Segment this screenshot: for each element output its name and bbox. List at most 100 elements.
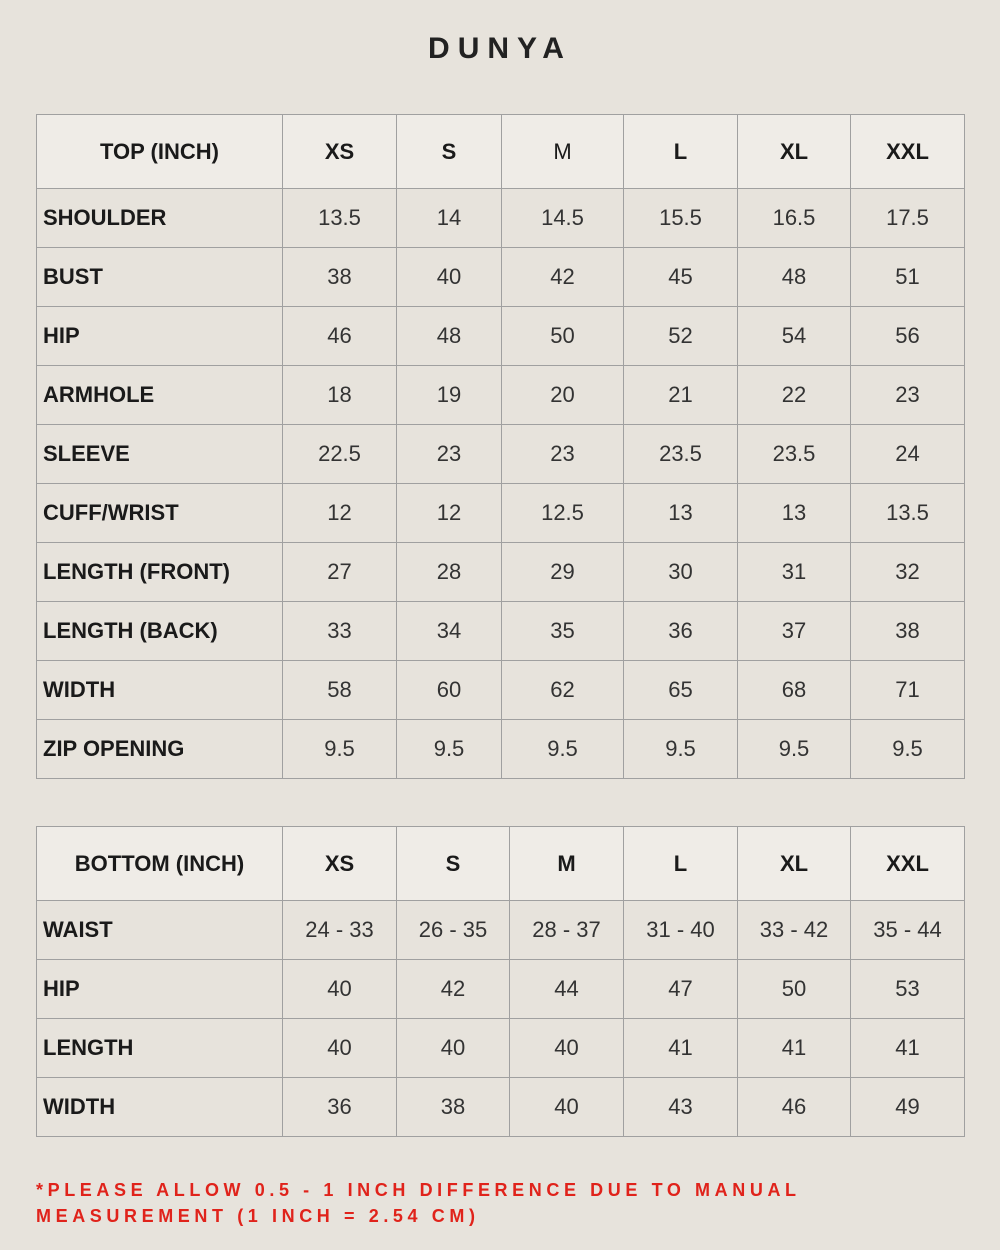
- value-cell: 12: [396, 483, 502, 543]
- value-cell: 40: [282, 1018, 397, 1078]
- value-cell: 48: [396, 306, 502, 366]
- value-cell: 24: [850, 424, 965, 484]
- value-cell: 9.5: [501, 719, 624, 779]
- value-cell: 35 - 44: [850, 900, 965, 960]
- value-cell: 9.5: [737, 719, 851, 779]
- note-line: MEASUREMENT (1 INCH = 2.54 CM): [36, 1206, 480, 1226]
- value-cell: 26 - 35: [396, 900, 510, 960]
- value-cell: 41: [737, 1018, 851, 1078]
- value-cell: 17.5: [850, 188, 965, 248]
- value-cell: 53: [850, 959, 965, 1019]
- value-cell: 42: [501, 247, 624, 307]
- row-label: HIP: [36, 959, 283, 1019]
- value-cell: 46: [737, 1077, 851, 1137]
- value-cell: 9.5: [396, 719, 502, 779]
- size-row: HIP 40 42 44 47 50 53: [36, 959, 965, 1019]
- value-cell: 24 - 33: [282, 900, 397, 960]
- value-cell: 41: [623, 1018, 738, 1078]
- value-cell: 48: [737, 247, 851, 307]
- row-label: WAIST: [36, 900, 283, 960]
- value-cell: 71: [850, 660, 965, 720]
- value-cell: 14.5: [501, 188, 624, 248]
- value-cell: 9.5: [282, 719, 397, 779]
- value-cell: 33 - 42: [737, 900, 851, 960]
- value-cell: 60: [396, 660, 502, 720]
- value-cell: 22: [737, 365, 851, 425]
- header-cell: M: [509, 826, 624, 901]
- value-cell: 43: [623, 1077, 738, 1137]
- header-cell: S: [396, 114, 502, 189]
- value-cell: 65: [623, 660, 738, 720]
- value-cell: 40: [282, 959, 397, 1019]
- value-cell: 9.5: [623, 719, 738, 779]
- header-cell: XXL: [850, 826, 965, 901]
- value-cell: 22.5: [282, 424, 397, 484]
- value-cell: 12.5: [501, 483, 624, 543]
- value-cell: 68: [737, 660, 851, 720]
- value-cell: 38: [282, 247, 397, 307]
- row-label: LENGTH (FRONT): [36, 542, 283, 602]
- value-cell: 27: [282, 542, 397, 602]
- value-cell: 40: [509, 1018, 624, 1078]
- brand-title: DUNYA: [428, 32, 572, 65]
- value-cell: 18: [282, 365, 397, 425]
- size-row: ZIP OPENING 9.5 9.5 9.5 9.5 9.5 9.5: [36, 719, 965, 779]
- value-cell: 28: [396, 542, 502, 602]
- value-cell: 23: [501, 424, 624, 484]
- header-cell: XL: [737, 114, 851, 189]
- size-row: ARMHOLE 18 19 20 21 22 23: [36, 365, 965, 425]
- row-label: LENGTH (BACK): [36, 601, 283, 661]
- size-row: LENGTH (FRONT) 27 28 29 30 31 32: [36, 542, 965, 602]
- row-label: CUFF/WRIST: [36, 483, 283, 543]
- row-label: ARMHOLE: [36, 365, 283, 425]
- value-cell: 23.5: [737, 424, 851, 484]
- value-cell: 42: [396, 959, 510, 1019]
- row-label: BUST: [36, 247, 283, 307]
- header-cell: XXL: [850, 114, 965, 189]
- value-cell: 58: [282, 660, 397, 720]
- value-cell: 40: [396, 247, 502, 307]
- note-line: *PLEASE ALLOW 0.5 - 1 INCH DIFFERENCE DU…: [36, 1180, 801, 1200]
- row-label: SHOULDER: [36, 188, 283, 248]
- value-cell: 31 - 40: [623, 900, 738, 960]
- value-cell: 40: [396, 1018, 510, 1078]
- value-cell: 38: [396, 1077, 510, 1137]
- value-cell: 13.5: [850, 483, 965, 543]
- header-row: BOTTOM (INCH) XS S M L XL XXL: [36, 826, 965, 901]
- row-label: ZIP OPENING: [36, 719, 283, 779]
- value-cell: 23: [396, 424, 502, 484]
- value-cell: 15.5: [623, 188, 738, 248]
- value-cell: 41: [850, 1018, 965, 1078]
- value-cell: 40: [509, 1077, 624, 1137]
- size-row: BUST 38 40 42 45 48 51: [36, 247, 965, 307]
- value-cell: 34: [396, 601, 502, 661]
- header-cell: L: [623, 114, 738, 189]
- value-cell: 33: [282, 601, 397, 661]
- header-cell: L: [623, 826, 738, 901]
- value-cell: 47: [623, 959, 738, 1019]
- value-cell: 14: [396, 188, 502, 248]
- header-cell: XS: [282, 114, 397, 189]
- header-cell: TOP (INCH): [36, 114, 283, 189]
- header-cell: M: [501, 114, 624, 189]
- size-row: WAIST 24 - 33 26 - 35 28 - 37 31 - 40 33 - 42…: [36, 900, 965, 960]
- header-cell: BOTTOM (INCH): [36, 826, 283, 901]
- value-cell: 21: [623, 365, 738, 425]
- size-row: WIDTH 36 38 40 43 46 49: [36, 1077, 965, 1137]
- value-cell: 13.5: [282, 188, 397, 248]
- value-cell: 23: [850, 365, 965, 425]
- value-cell: 44: [509, 959, 624, 1019]
- header-row: TOP (INCH) XS S M L XL XXL: [36, 114, 965, 189]
- size-row: WIDTH 58 60 62 65 68 71: [36, 660, 965, 720]
- value-cell: 51: [850, 247, 965, 307]
- value-cell: 62: [501, 660, 624, 720]
- size-row: LENGTH 40 40 40 41 41 41: [36, 1018, 965, 1078]
- row-label: WIDTH: [36, 1077, 283, 1137]
- header-cell: XS: [282, 826, 397, 901]
- value-cell: 35: [501, 601, 624, 661]
- value-cell: 36: [282, 1077, 397, 1137]
- bottom-size-table: BOTTOM (INCH) XS S M L XL XXL WAIST 24 - 33 26 - …: [36, 826, 965, 1137]
- value-cell: 46: [282, 306, 397, 366]
- size-row: SLEEVE 22.5 23 23 23.5 23.5 24: [36, 424, 965, 484]
